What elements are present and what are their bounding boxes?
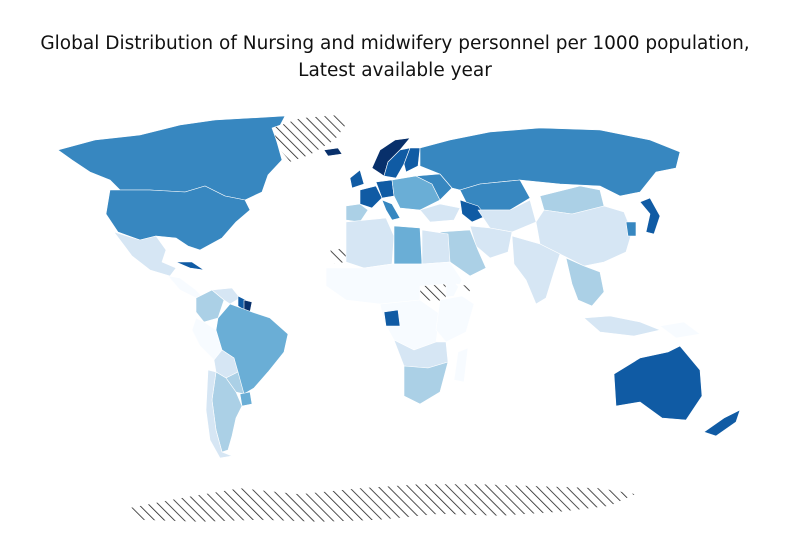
region-egypt bbox=[421, 229, 451, 265]
title-line-1: Global Distribution of Nursing and midwi… bbox=[40, 33, 750, 54]
region-iceland bbox=[323, 147, 343, 157]
region-eritrea bbox=[455, 283, 473, 297]
region-uruguay bbox=[239, 391, 253, 407]
region-western-sahara bbox=[329, 247, 349, 265]
region-sudan bbox=[419, 283, 447, 303]
region-finland bbox=[403, 147, 421, 173]
region-algeria bbox=[345, 217, 395, 269]
region-greenland bbox=[271, 114, 349, 163]
region-chile bbox=[205, 369, 233, 459]
region-madagascar bbox=[453, 347, 469, 383]
region-russia bbox=[419, 127, 681, 197]
region-antarctica bbox=[127, 483, 637, 523]
region-india bbox=[511, 235, 561, 305]
region-united-states bbox=[105, 185, 251, 251]
region-new-zealand bbox=[703, 409, 741, 437]
region-south-africa bbox=[403, 361, 449, 405]
region-southeast-asia bbox=[565, 257, 605, 307]
region-venezuela bbox=[211, 287, 241, 305]
region-united-kingdom bbox=[349, 169, 365, 189]
region-ukraine bbox=[415, 173, 453, 201]
region-indonesia bbox=[583, 315, 661, 337]
region-mexico bbox=[113, 231, 177, 277]
region-libya bbox=[393, 225, 423, 265]
region-central-america bbox=[167, 275, 205, 299]
map-title: Global Distribution of Nursing and midwi… bbox=[0, 30, 790, 84]
region-canada bbox=[57, 115, 286, 201]
title-line-2: Latest available year bbox=[298, 60, 492, 81]
region-france bbox=[359, 185, 383, 209]
region-east-africa bbox=[435, 295, 475, 343]
region-gabon bbox=[383, 309, 401, 327]
region-australia bbox=[613, 345, 703, 421]
region-japan bbox=[639, 197, 661, 235]
region-turkey bbox=[419, 203, 461, 223]
region-italy bbox=[381, 199, 401, 221]
region-korea bbox=[625, 221, 637, 237]
region-caucasus bbox=[459, 199, 487, 223]
region-papua-new-guinea bbox=[659, 321, 701, 339]
region-cuba bbox=[175, 261, 205, 271]
region-spain bbox=[345, 203, 369, 223]
